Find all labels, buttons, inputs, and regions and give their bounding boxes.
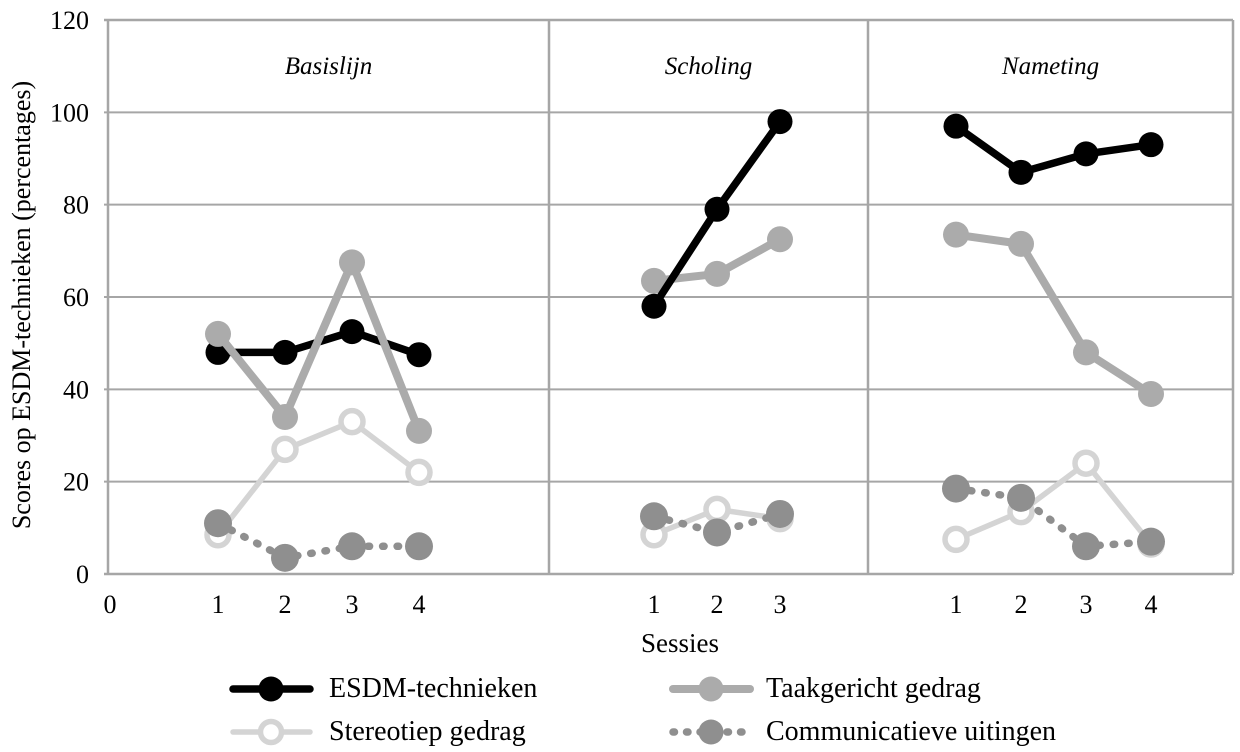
x-tick-label-basislijn-2: 2: [279, 590, 292, 619]
data-point-taakgericht-gedrag-nameting-s4: [1138, 380, 1164, 407]
data-point-communicatieve-uitingen-nameting-s2: [1007, 483, 1035, 512]
data-point-communicatieve-uitingen-nameting-s1: [942, 474, 970, 503]
x-tick-label-basislijn-3: 3: [346, 590, 359, 619]
y-tick-label-40: 40: [63, 375, 89, 404]
data-point-esdm-technieken-nameting-s3: [1073, 141, 1099, 167]
x-tick-label-basislijn-1: 1: [212, 590, 225, 619]
data-point-taakgericht-gedrag-nameting-s2: [1008, 230, 1034, 257]
data-point-communicatieve-uitingen-scholing-s2: [703, 518, 731, 547]
x-tick-label-nameting-3: 3: [1080, 590, 1093, 619]
series-line-communicatieve-uitingen-basislijn: [214, 519, 423, 562]
data-point-taakgericht-gedrag-nameting-s3: [1073, 339, 1099, 366]
y-tick-label-100: 100: [50, 98, 89, 127]
series-line-stereotiep-gedrag-nameting: [954, 459, 1154, 546]
data-point-communicatieve-uitingen-basislijn-s1: [204, 509, 232, 538]
data-point-stereotiep-gedrag-basislijn-s2: [271, 435, 299, 464]
data-point-esdm-technieken-basislijn-s3: [339, 319, 365, 345]
data-point-communicatieve-uitingen-basislijn-s2: [271, 543, 299, 572]
x-axis-title: Sessies: [640, 628, 720, 658]
data-point-taakgericht-gedrag-basislijn-s4: [406, 417, 432, 444]
data-point-esdm-technieken-nameting-s4: [1138, 132, 1164, 158]
series-line-taakgericht-gedrag-nameting: [955, 230, 1154, 398]
data-point-taakgericht-gedrag-scholing-s1: [641, 267, 667, 294]
data-point-communicatieve-uitingen-basislijn-s3: [338, 532, 366, 561]
data-point-stereotiep-gedrag-basislijn-s4: [405, 458, 433, 487]
x-tick-label-nameting-1: 1: [950, 590, 963, 619]
x-tick-label-scholing-1: 1: [648, 590, 661, 619]
series-line-esdm-technieken-nameting: [953, 123, 1152, 177]
data-point-esdm-technieken-nameting-s1: [943, 113, 969, 139]
data-point-stereotiep-gedrag-basislijn-s3: [338, 407, 366, 436]
y-tick-label-80: 80: [63, 191, 89, 220]
data-point-communicatieve-uitingen-basislijn-s4: [405, 532, 433, 561]
series-line-taakgericht-gedrag-basislijn: [214, 251, 423, 433]
data-point-communicatieve-uitingen-scholing-s3: [766, 499, 794, 528]
data-point-taakgericht-gedrag-scholing-s3: [767, 226, 793, 253]
data-point-stereotiep-gedrag-nameting-s1: [942, 525, 970, 554]
data-point-stereotiep-gedrag-nameting-s3: [1072, 449, 1100, 477]
panel-title-nameting: Nameting: [1001, 53, 1099, 80]
panel-title-scholing: Scholing: [665, 53, 753, 80]
data-point-esdm-technieken-basislijn-s4: [406, 342, 432, 368]
y-tick-label-0: 0: [76, 560, 89, 589]
data-point-taakgericht-gedrag-scholing-s2: [704, 260, 730, 287]
x-tick-label-scholing-3: 3: [774, 590, 787, 619]
data-point-stereotiep-gedrag-scholing-s2: [703, 495, 731, 524]
data-point-communicatieve-uitingen-nameting-s4: [1137, 527, 1165, 556]
data-point-esdm-technieken-scholing-s2: [704, 196, 730, 222]
series-line-communicatieve-uitingen-nameting: [952, 484, 1155, 551]
y-tick-label-60: 60: [63, 283, 89, 312]
y-tick-label-120: 120: [50, 6, 89, 35]
data-point-taakgericht-gedrag-nameting-s1: [943, 221, 969, 248]
data-point-taakgericht-gedrag-basislijn-s1: [205, 320, 231, 347]
data-point-esdm-technieken-nameting-s2: [1008, 159, 1034, 185]
data-point-communicatieve-uitingen-nameting-s3: [1072, 532, 1100, 561]
data-point-taakgericht-gedrag-basislijn-s2: [272, 404, 298, 431]
series-line-stereotiep-gedrag-basislijn: [215, 418, 421, 537]
x-tick-label-nameting-2: 2: [1015, 590, 1028, 619]
data-point-esdm-technieken-scholing-s1: [641, 293, 667, 319]
x-tick-label-scholing-2: 2: [711, 590, 724, 619]
data-point-esdm-technieken-scholing-s3: [767, 109, 793, 135]
x-tick-label-basislijn-4: 4: [413, 590, 426, 619]
panel-title-basislijn: Basislijn: [285, 53, 373, 80]
x-tick-label-nameting-4: 4: [1145, 590, 1158, 619]
data-point-taakgericht-gedrag-basislijn-s3: [339, 249, 365, 276]
data-point-communicatieve-uitingen-scholing-s1: [640, 502, 668, 531]
y-tick-label-20: 20: [63, 468, 89, 497]
x-tick-label-origin: 0: [104, 590, 117, 619]
data-point-esdm-technieken-basislijn-s2: [272, 339, 298, 365]
